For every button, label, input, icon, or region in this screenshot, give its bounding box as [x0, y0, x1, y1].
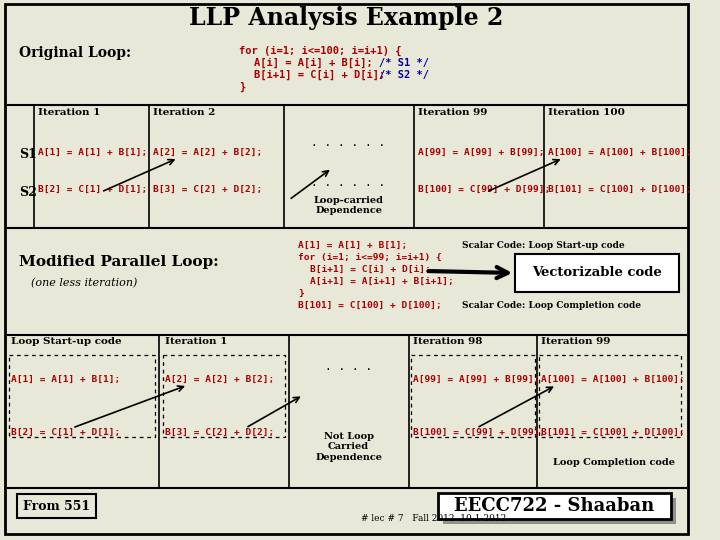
Bar [438, 493, 671, 519]
Text: A[100] = A[100] + B[100];: A[100] = A[100] + B[100]; [548, 148, 692, 157]
Text: Iteration 1: Iteration 1 [37, 108, 100, 117]
Text: /* S1 */: /* S1 */ [379, 58, 429, 68]
Text: Iteration 99: Iteration 99 [541, 337, 611, 346]
Text: B[3] = C[2] + D[2];: B[3] = C[2] + D[2]; [153, 185, 262, 194]
Text: A[2] = A[2] + B[2];: A[2] = A[2] + B[2]; [165, 375, 274, 384]
Text: Original Loop:: Original Loop: [19, 46, 131, 60]
Bar [17, 494, 96, 518]
Text: Loop Completion code: Loop Completion code [553, 458, 675, 467]
Bar [163, 355, 285, 437]
Text: for (i=1; i<=99; i=i+1) {: for (i=1; i<=99; i=i+1) { [299, 253, 442, 262]
Text: B[100] = C[99] + D[99];: B[100] = C[99] + D[99]; [413, 428, 545, 437]
Text: B[i+1] = C[i] + D[i];: B[i+1] = C[i] + D[i]; [254, 70, 385, 80]
Text: B[2] = C[1] + D[1];: B[2] = C[1] + D[1]; [11, 428, 120, 437]
Text: (one less iteration): (one less iteration) [31, 278, 138, 288]
Text: Loop-carried
Dependence: Loop-carried Dependence [314, 196, 384, 215]
Bar [9, 355, 155, 437]
Text: Scalar Code: Loop Completion code: Scalar Code: Loop Completion code [462, 301, 642, 310]
Text: A[i] = A[i] + B[i];: A[i] = A[i] + B[i]; [254, 58, 373, 68]
Text: S1: S1 [19, 148, 37, 161]
Bar [539, 355, 680, 437]
Text: Iteration 2: Iteration 2 [153, 108, 215, 117]
Text: A[2] = A[2] + B[2];: A[2] = A[2] + B[2]; [153, 148, 262, 157]
Text: From 551: From 551 [23, 500, 91, 512]
Text: A[99] = A[99] + B[99];: A[99] = A[99] + B[99]; [418, 148, 544, 157]
Bar [411, 355, 536, 437]
Text: A[1] = A[1] + B[1];: A[1] = A[1] + B[1]; [299, 241, 408, 250]
Text: Iteration 100: Iteration 100 [548, 108, 625, 117]
Text: EECC722 - Shaaban: EECC722 - Shaaban [454, 497, 654, 515]
Bar [515, 254, 679, 292]
Text: A[100] = A[100] + B[100];: A[100] = A[100] + B[100]; [541, 375, 685, 384]
Text: Scalar Code: Loop Start-up code: Scalar Code: Loop Start-up code [462, 241, 625, 250]
Text: . . . .: . . . . [325, 362, 372, 372]
Text: A[99] = A[99] + B[99];: A[99] = A[99] + B[99]; [413, 375, 539, 384]
Text: A[1] = A[1] + B[1];: A[1] = A[1] + B[1]; [37, 148, 147, 157]
Text: S2: S2 [19, 186, 37, 199]
Text: . . . . . .: . . . . . . [312, 138, 386, 148]
Text: B[100] = C[99] + D[99];: B[100] = C[99] + D[99]; [418, 185, 550, 194]
Bar [443, 498, 676, 524]
Text: LLP Analysis Example 2: LLP Analysis Example 2 [189, 6, 504, 30]
Text: . . . . . .: . . . . . . [312, 178, 386, 188]
Text: A[i+1] = A[i+1] + B[i+1];: A[i+1] = A[i+1] + B[i+1]; [310, 277, 454, 286]
Text: for (i=1; i<=100; i=i+1) {: for (i=1; i<=100; i=i+1) { [239, 46, 401, 56]
Text: /* S2 */: /* S2 */ [379, 70, 429, 80]
Text: B[2] = C[1] + D[1];: B[2] = C[1] + D[1]; [37, 185, 147, 194]
Text: Iteration 99: Iteration 99 [418, 108, 487, 117]
Text: }: } [299, 289, 305, 298]
Text: B[3] = C[2] + D[2];: B[3] = C[2] + D[2]; [165, 428, 274, 437]
Text: B[101] = C[100] + D[100];: B[101] = C[100] + D[100]; [299, 301, 442, 310]
Text: Loop Start-up code: Loop Start-up code [11, 337, 121, 346]
Text: }: } [239, 82, 245, 92]
Text: B[101] = C[100] + D[100];: B[101] = C[100] + D[100]; [541, 428, 685, 437]
Text: Iteration 98: Iteration 98 [413, 337, 482, 346]
Text: Not Loop
Carried
Dependence: Not Loop Carried Dependence [315, 432, 382, 462]
Text: Iteration 1: Iteration 1 [165, 337, 227, 346]
Text: B[101] = C[100] + D[100];: B[101] = C[100] + D[100]; [548, 185, 692, 194]
Text: A[1] = A[1] + B[1];: A[1] = A[1] + B[1]; [11, 375, 120, 384]
Text: Modified Parallel Loop:: Modified Parallel Loop: [19, 255, 219, 269]
Text: Vectorizable code: Vectorizable code [532, 267, 662, 280]
Text: B[i+1] = C[i] + D[i];: B[i+1] = C[i] + D[i]; [310, 265, 431, 274]
Text: # lec # 7   Fall 2012  10-1-2012: # lec # 7 Fall 2012 10-1-2012 [361, 514, 506, 523]
